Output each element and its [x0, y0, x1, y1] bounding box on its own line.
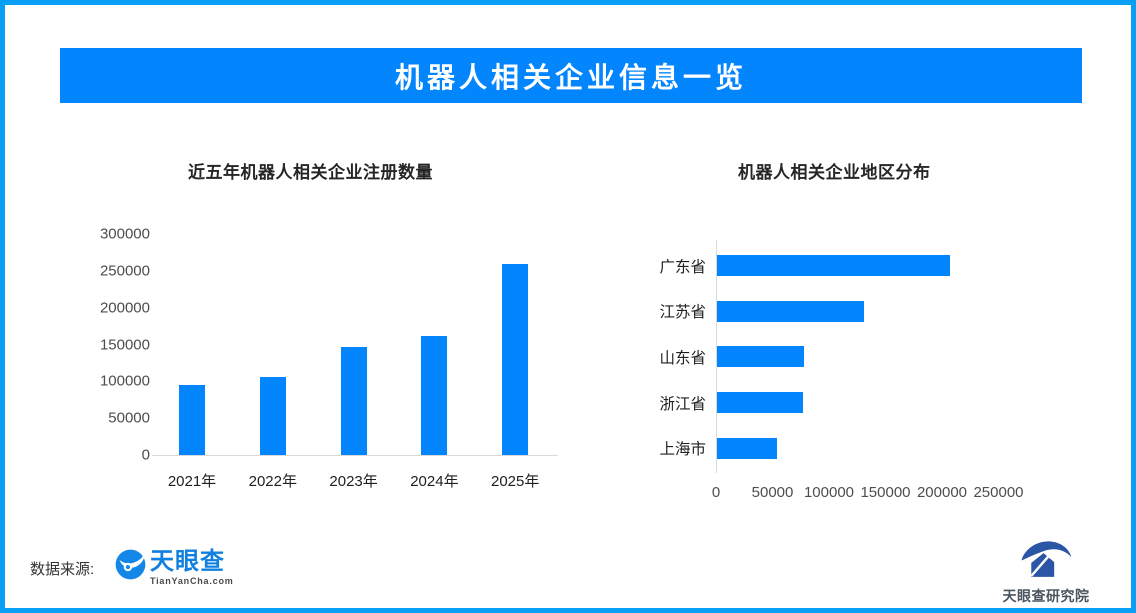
bar-2021年	[179, 385, 205, 455]
page-title: 机器人相关企业信息一览	[394, 61, 747, 93]
tianyancha-research-logo: 天眼查研究院	[998, 537, 1094, 606]
x-axis-category-label: 2021年	[167, 473, 217, 490]
y-axis-tick-label: 300000	[99, 225, 150, 243]
bar-2025年	[502, 264, 529, 455]
category-label: 浙江省	[659, 395, 706, 413]
bar-山东省	[717, 346, 804, 368]
x-axis-tick-label: 50000	[751, 484, 794, 501]
y-axis-tick-label: 0	[141, 446, 150, 464]
y-axis-tick-label: 150000	[99, 336, 150, 353]
bar-上海市	[717, 437, 777, 459]
left-chart-title: 近五年机器人相关企业注册数量	[188, 163, 433, 182]
y-axis-tick-label: 100000	[99, 372, 150, 390]
x-axis-category-label: 2023年	[329, 473, 378, 490]
tianyancha-research-name: 天眼查研究院	[1002, 588, 1090, 604]
right-chart-title: 机器人相关企业地区分布	[738, 163, 931, 182]
tianyancha-domain: TianYanCha.com	[150, 576, 234, 586]
category-label: 广东省	[659, 258, 706, 276]
category-label: 山东省	[659, 349, 706, 367]
y-axis-tick-label: 50000	[108, 409, 150, 427]
y-axis-line	[716, 240, 717, 473]
bar-2024年	[421, 336, 448, 455]
bar-江苏省	[717, 300, 864, 322]
tianyancha-eye-icon	[115, 549, 146, 585]
x-axis-tick-label: 0	[711, 484, 721, 501]
x-axis-line	[152, 455, 558, 456]
x-axis-tick-label: 200000	[916, 484, 968, 501]
header-banner: 机器人相关企业信息一览	[60, 48, 1082, 103]
category-label: 上海市	[659, 441, 706, 459]
tianyancha-name: 天眼查	[150, 548, 225, 575]
x-axis-category-label: 2025年	[491, 473, 540, 490]
y-axis-tick-label: 200000	[99, 299, 150, 317]
bar-浙江省	[717, 392, 803, 414]
tianyancha-logo-text: 天眼查 TianYanCha.com	[150, 548, 234, 587]
x-axis-tick-label: 100000	[803, 484, 855, 501]
y-axis-tick-label: 250000	[99, 262, 150, 280]
data-source-label: 数据来源:	[30, 561, 95, 578]
tianyancha-logo: 天眼查 TianYanCha.com	[115, 549, 234, 586]
bar-广东省	[717, 255, 950, 276]
bar-2023年	[340, 347, 367, 455]
x-axis-tick-label: 250000	[973, 484, 1024, 501]
category-label: 江苏省	[659, 304, 706, 322]
bar-2022年	[259, 376, 286, 455]
tianyancha-research-icon	[1019, 537, 1073, 584]
x-axis-tick-label: 150000	[860, 484, 911, 501]
x-axis-category-label: 2022年	[248, 473, 297, 490]
x-axis-category-label: 2024年	[410, 473, 459, 490]
